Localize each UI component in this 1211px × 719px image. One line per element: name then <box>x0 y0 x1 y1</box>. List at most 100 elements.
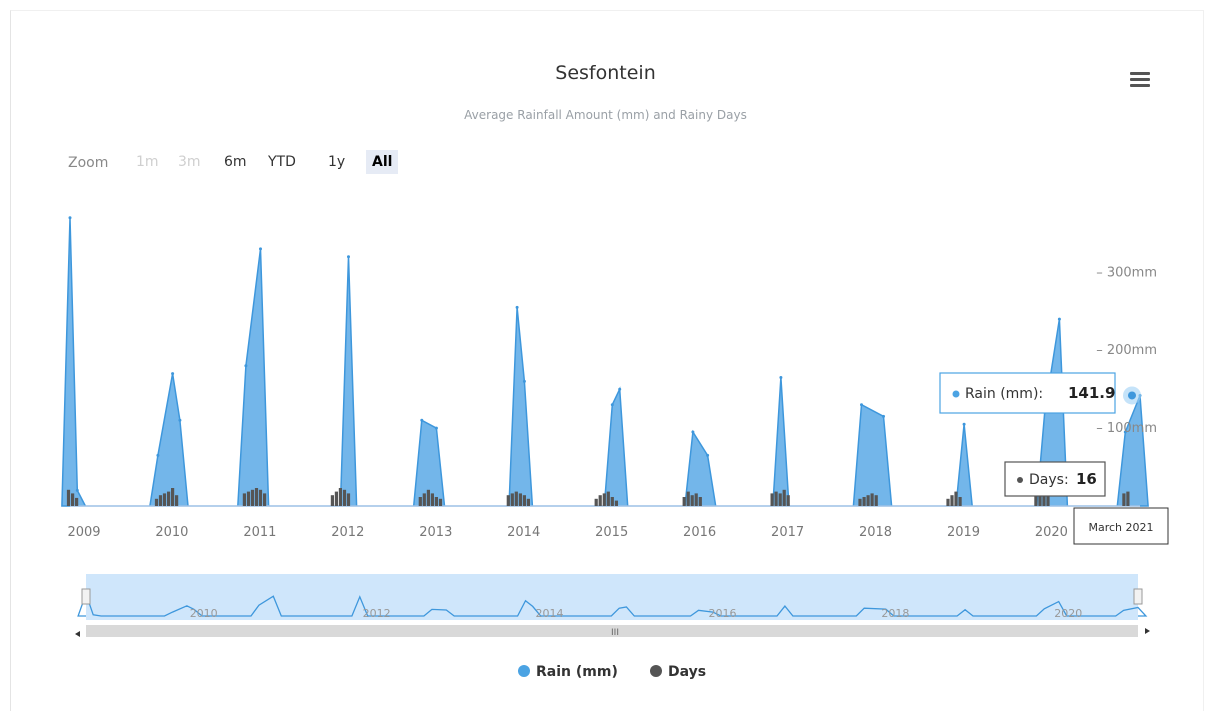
rain-tooltip-label: Rain (mm): <box>965 386 1043 402</box>
days-bar <box>162 493 167 506</box>
navigator-tick-label: 2012 <box>363 607 391 620</box>
days-bar <box>330 495 334 506</box>
x-tick-label: 2010 <box>155 525 188 540</box>
days-bar <box>158 495 163 506</box>
x-tick-label: 2018 <box>859 525 892 540</box>
days-bar <box>1038 493 1042 506</box>
days-bar <box>434 497 438 506</box>
days-bar <box>418 497 422 506</box>
days-bar <box>506 495 510 506</box>
days-bar <box>510 493 514 506</box>
x-tick-label: 2011 <box>243 525 276 540</box>
days-bar <box>167 491 171 506</box>
y-tick-label: – 300mm <box>1096 265 1157 280</box>
x-tick-label: 2015 <box>595 525 628 540</box>
date-tooltip-label: March 2021 <box>1088 521 1153 534</box>
days-bar <box>870 493 874 506</box>
rain-point <box>706 453 710 457</box>
rain-point <box>156 453 160 457</box>
days-bar <box>75 497 79 506</box>
x-tick-label: 2014 <box>507 525 540 540</box>
days-tooltip-label: Days: <box>1029 472 1069 488</box>
days-tooltip-dot <box>1017 477 1023 483</box>
days-tooltip-value: 16 <box>1076 470 1097 488</box>
rain-tooltip-value: 141.9 <box>1068 384 1115 402</box>
x-tick-label: 2012 <box>331 525 364 540</box>
zoom-button-6m[interactable]: 6m <box>224 154 247 170</box>
chart-subtitle: Average Rainfall Amount (mm) and Rainy D… <box>464 108 747 122</box>
navigator-handle-right[interactable] <box>1133 588 1143 605</box>
navigator-handle-left[interactable] <box>81 588 91 605</box>
legend-item-days[interactable]: Days <box>650 664 706 680</box>
x-tick-label: 2013 <box>419 525 452 540</box>
days-bar <box>338 488 342 506</box>
legend-rain-dot <box>518 665 530 677</box>
navigator-tick-label: 2016 <box>709 607 737 620</box>
rain-point <box>434 426 438 430</box>
days-bar <box>782 489 786 506</box>
legend-days-dot <box>650 665 662 677</box>
days-bar <box>342 489 347 506</box>
context-menu-icon[interactable] <box>1130 72 1150 92</box>
navigator-selection <box>86 574 1138 620</box>
days-bar <box>862 497 866 506</box>
rain-point <box>522 379 526 383</box>
navigator-tick-label: 2010 <box>190 607 218 620</box>
chart-frame <box>10 10 1204 711</box>
days-bar <box>1042 491 1046 506</box>
days-bar <box>246 491 251 506</box>
days-bar <box>71 493 75 506</box>
days-bar <box>694 493 698 506</box>
days-bar <box>426 489 430 506</box>
legend-days-label: Days <box>668 664 707 680</box>
days-bar <box>518 493 522 506</box>
y-tick-label: – 100mm <box>1096 421 1157 436</box>
rain-point <box>171 372 175 376</box>
days-bar <box>334 491 338 506</box>
rain-point <box>779 376 783 379</box>
navigator[interactable]: 2010 2012 2014 2016 2018 2020 III <box>75 574 1150 638</box>
days-bar <box>602 493 606 506</box>
scroll-left-arrow[interactable] <box>75 631 80 637</box>
days-bar <box>171 488 175 506</box>
days-bar <box>698 497 702 506</box>
navigator-series-line <box>77 591 1148 617</box>
days-bar <box>594 498 598 506</box>
rain-point <box>1123 430 1127 434</box>
days-bar <box>778 493 782 506</box>
scroll-right-arrow[interactable] <box>1145 628 1150 634</box>
rain-tooltip-dot <box>952 390 960 398</box>
days-bar <box>242 493 246 506</box>
days-bar <box>874 495 878 506</box>
zoom-button-1y[interactable]: 1y <box>328 154 346 170</box>
zoom-button-3m[interactable]: 3m <box>178 154 201 170</box>
days-bar <box>263 493 267 506</box>
rain-point <box>515 305 519 309</box>
rain-point <box>420 418 424 422</box>
days-bar <box>258 489 263 506</box>
rain-point <box>882 414 885 418</box>
days-bar <box>958 497 962 506</box>
rain-point <box>75 488 79 492</box>
x-tick-label: 2009 <box>67 525 100 540</box>
rain-point <box>618 387 622 391</box>
days-bar <box>175 495 179 506</box>
rain-point <box>860 403 863 407</box>
y-tick-label: – 200mm <box>1096 343 1157 358</box>
days-bar <box>770 493 774 506</box>
zoom-button-all[interactable]: All <box>366 150 399 174</box>
days-bar <box>1046 495 1050 506</box>
x-tick-label: 2020 <box>1035 525 1068 540</box>
legend-item-rain[interactable]: Rain (mm) <box>518 664 618 680</box>
zoom-button-1m[interactable]: 1m <box>136 154 159 170</box>
hover-point <box>1128 391 1136 400</box>
zoom-button-ytd[interactable]: YTD <box>268 154 296 170</box>
days-bar <box>774 491 778 506</box>
x-tick-label: 2016 <box>683 525 716 540</box>
days-bar <box>786 495 790 506</box>
days-bar <box>1122 493 1126 506</box>
days-bar <box>686 491 690 506</box>
navigator-scrollbar[interactable] <box>86 625 1138 637</box>
rain-area-series <box>61 217 1149 507</box>
